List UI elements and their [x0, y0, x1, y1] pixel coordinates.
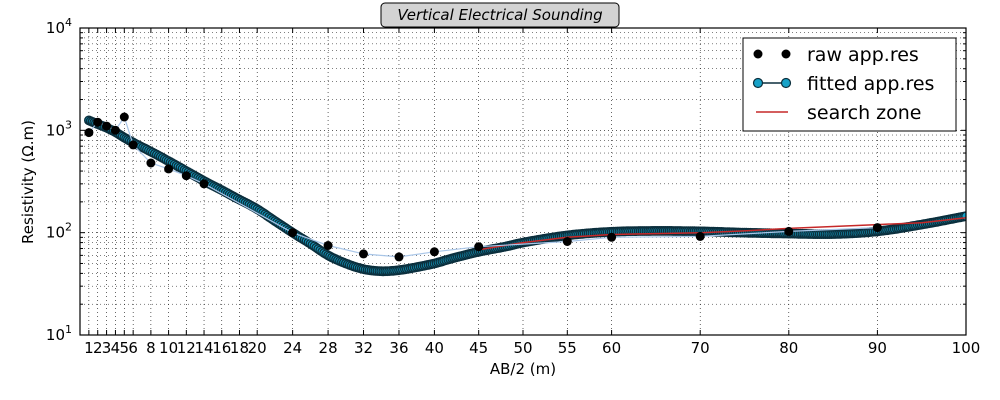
x-tick-label: 40: [425, 339, 444, 357]
x-axis-label: AB/2 (m): [490, 360, 556, 378]
legend-fitted-label: fitted app.res: [807, 73, 934, 95]
raw-point: [607, 232, 617, 242]
x-tick-label: 2: [93, 339, 103, 357]
raw-point: [128, 140, 138, 150]
raw-point: [146, 158, 156, 168]
x-tick-label: 80: [779, 339, 798, 357]
raw-point: [102, 121, 112, 131]
x-tick-label: 12: [177, 339, 196, 357]
x-tick-label: 4: [111, 339, 121, 357]
x-tick-label: 100: [952, 339, 981, 357]
raw-point: [84, 128, 94, 138]
x-tick-label: 36: [389, 339, 408, 357]
raw-point: [181, 171, 191, 181]
legend-raw-label: raw app.res: [807, 44, 919, 66]
raw-point: [110, 125, 120, 135]
x-tick-label: 14: [194, 339, 213, 357]
legend-raw-marker-1: [753, 49, 763, 59]
raw-point: [429, 247, 439, 257]
x-tick-label: 50: [513, 339, 532, 357]
raw-point: [695, 231, 705, 241]
x-tick-label: 5: [120, 339, 130, 357]
raw-point: [288, 228, 298, 238]
legend: raw app.res fitted app.res search zone: [742, 37, 957, 132]
x-tick-label: 16: [212, 339, 231, 357]
y-tick-exponent: 4: [65, 16, 72, 29]
legend-raw-marker-2: [781, 49, 791, 59]
raw-point: [119, 112, 129, 122]
raw-point: [93, 117, 103, 127]
raw-point: [872, 223, 882, 233]
y-tick-label: 103: [46, 118, 72, 139]
legend-item-fitted: fitted app.res: [752, 73, 934, 95]
x-tick-label: 55: [558, 339, 577, 357]
x-tick-label: 10: [159, 339, 178, 357]
y-tick-base: 10: [46, 121, 65, 139]
x-tick-label: 24: [283, 339, 302, 357]
raw-point: [359, 249, 368, 259]
y-tick-label: 101: [46, 323, 72, 344]
series-raw-app-res: [84, 112, 882, 262]
y-tick-label: 102: [46, 221, 72, 242]
y-tick-exponent: 2: [65, 221, 72, 234]
x-tick-label: 90: [868, 339, 887, 357]
y-axis-label: Resistivity (Ω.m): [19, 120, 37, 244]
legend-fitted-marker-2: [780, 77, 792, 89]
y-tick-exponent: 1: [65, 323, 72, 336]
chart-title-box: Vertical Electrical Sounding: [380, 2, 620, 28]
y-tick-base: 10: [46, 19, 65, 37]
chart-title: Vertical Electrical Sounding: [397, 6, 602, 24]
y-tick-exponent: 3: [65, 118, 72, 131]
y-tick-label: 104: [46, 16, 72, 37]
series-search-zone: [478, 216, 966, 251]
x-tick-label: 8: [146, 339, 156, 357]
series-layer: [84, 112, 966, 277]
x-tick-label: 3: [102, 339, 112, 357]
x-tick-label: 32: [354, 339, 373, 357]
x-tick-label: 28: [319, 339, 338, 357]
raw-point: [199, 179, 209, 189]
x-tick-label: 20: [248, 339, 267, 357]
raw-point: [784, 226, 794, 236]
legend-search-label: search zone: [807, 102, 921, 124]
legend-fitted-marker-1: [752, 77, 764, 89]
x-tick-label: 60: [602, 339, 621, 357]
x-tick-label: 6: [128, 339, 138, 357]
x-tick-label: 70: [691, 339, 710, 357]
y-tick-base: 10: [46, 224, 65, 242]
raw-point: [562, 237, 572, 246]
legend-item-search: search zone: [756, 102, 921, 124]
raw-point: [474, 242, 484, 252]
legend-frame: [742, 37, 957, 132]
legend-item-raw: raw app.res: [753, 44, 919, 66]
raw-point: [394, 252, 404, 262]
y-tick-base: 10: [46, 326, 65, 344]
x-tick-label: 18: [230, 339, 249, 357]
raw-point: [164, 164, 174, 174]
x-tick-label: 45: [469, 339, 488, 357]
raw-point: [323, 241, 333, 250]
x-tick-label: 1: [84, 339, 94, 357]
